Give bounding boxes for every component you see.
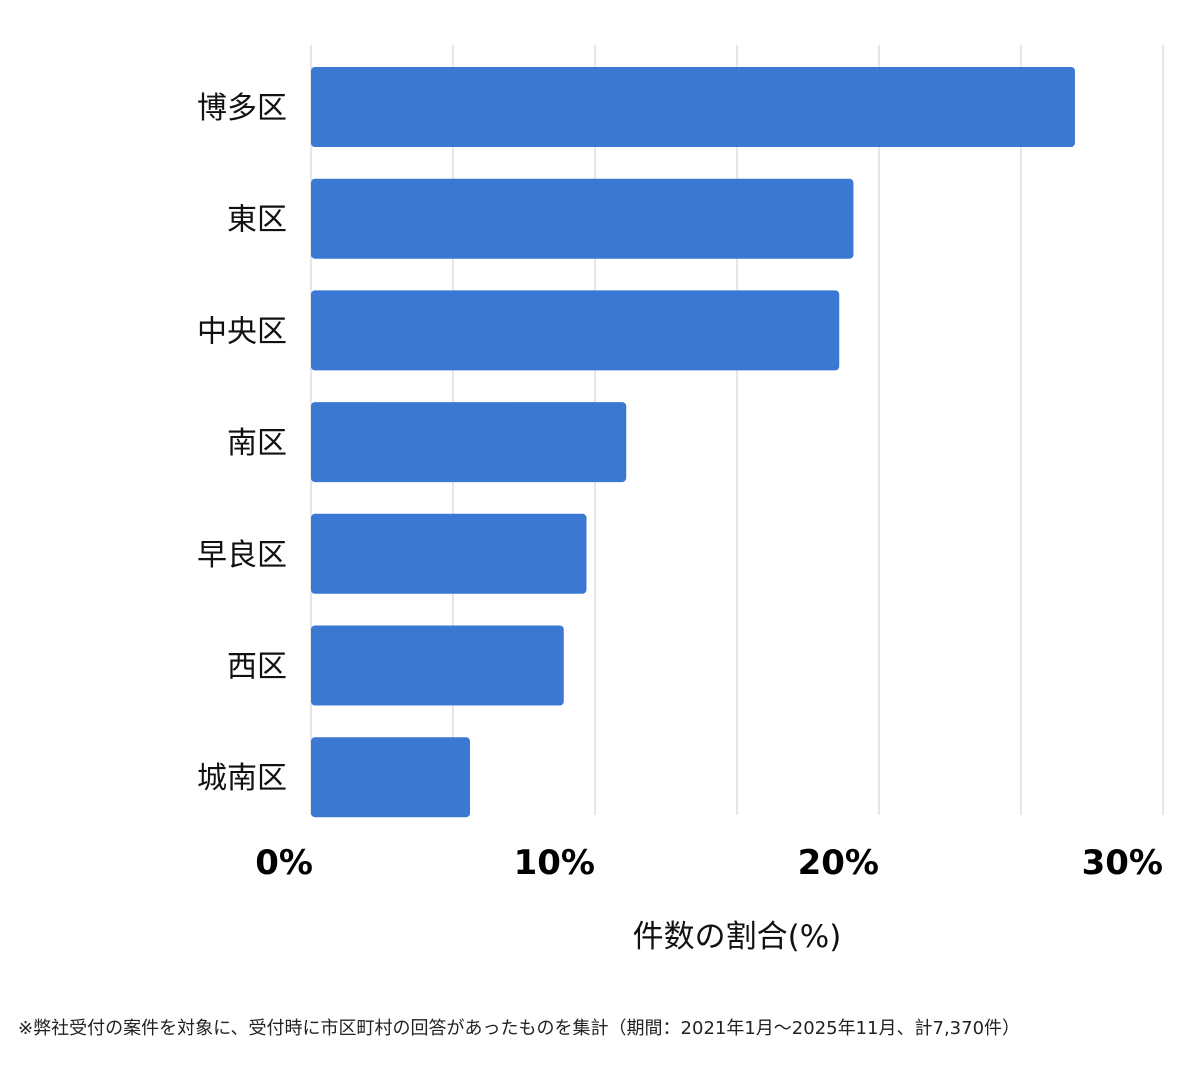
x-axis-title: 件数の割合(%) [633, 919, 842, 955]
bar-3 [311, 290, 840, 371]
x-tick-label: 10% [514, 843, 595, 883]
footnote: ※弊社受付の案件を対象に、受付時に市区町村の回答があったものを集計（期間：202… [18, 1018, 1021, 1039]
category-label: 南区 [227, 426, 287, 461]
bar-4 [311, 402, 627, 483]
bar-7 [311, 737, 471, 818]
category-label: 博多区 [197, 91, 287, 126]
bar-1 [311, 67, 1075, 147]
x-tick-label: 30% [1082, 843, 1163, 883]
category-label: 中央区 [197, 314, 287, 349]
bars [311, 67, 1075, 818]
x-tick-labels: 0% 10% 20% 30% [255, 843, 1163, 883]
bar-2 [311, 178, 854, 259]
category-label: 東区 [227, 203, 287, 238]
x-tick-label: 0% [255, 843, 313, 883]
bar-5 [311, 513, 587, 594]
category-label: 早良区 [197, 538, 287, 573]
category-label: 城南区 [197, 761, 287, 796]
category-label: 西区 [227, 650, 287, 685]
x-tick-label: 20% [798, 843, 879, 883]
bar-6 [311, 625, 564, 706]
